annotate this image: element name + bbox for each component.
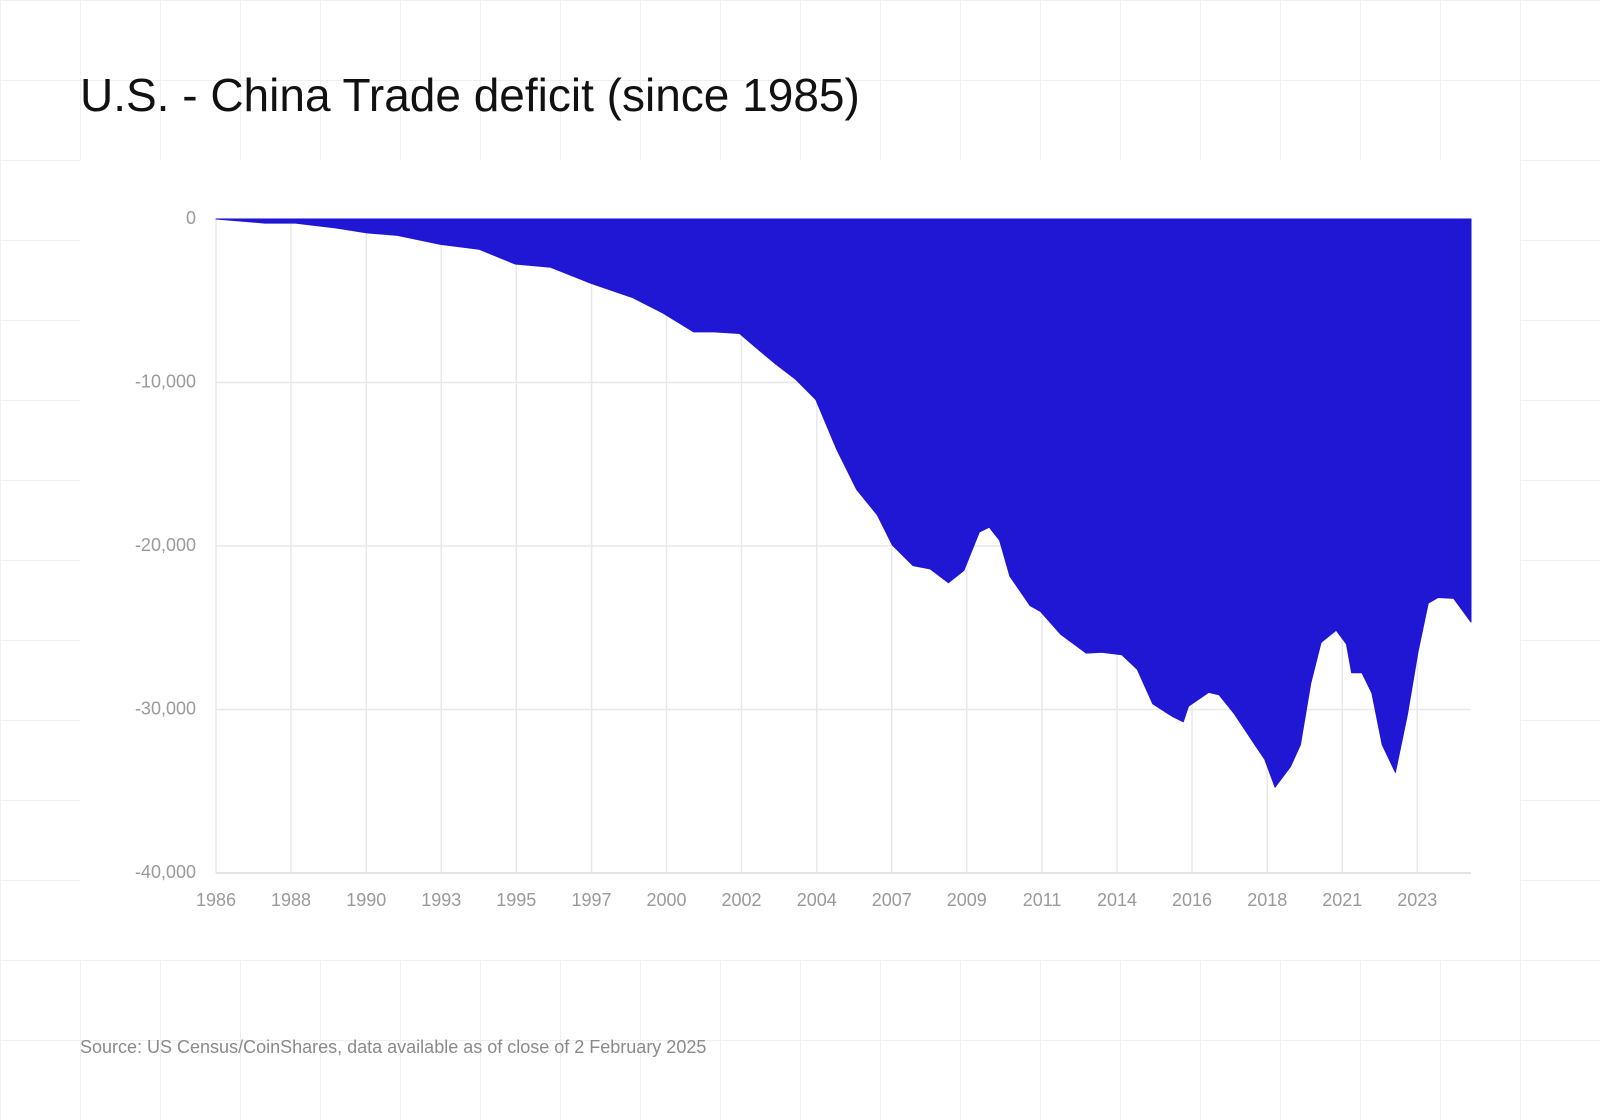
x-tick-label: 2002 <box>721 890 761 910</box>
x-tick-label: 2023 <box>1397 890 1437 910</box>
y-tick-label: -10,000 <box>135 371 196 391</box>
x-tick-label: 2009 <box>947 890 987 910</box>
x-tick-label: 2007 <box>872 890 912 910</box>
x-tick-label: 2011 <box>1023 890 1062 910</box>
x-tick-label: 1990 <box>346 890 386 910</box>
x-tick-label: 2018 <box>1247 890 1287 910</box>
x-tick-label: 2021 <box>1322 890 1362 910</box>
y-tick-label: 0 <box>186 208 196 228</box>
source-note: Source: US Census/CoinShares, data avail… <box>80 1037 706 1057</box>
y-tick-label: -30,000 <box>135 698 196 718</box>
area <box>215 218 1472 788</box>
x-tick-label: 2004 <box>797 890 837 910</box>
x-tick-label: 2016 <box>1172 890 1212 910</box>
x-tick-label: 1986 <box>196 890 236 910</box>
x-tick-label: 1997 <box>572 890 612 910</box>
x-tick-label: 2000 <box>646 890 686 910</box>
x-tick-label: 2014 <box>1097 890 1137 910</box>
y-tick-label: -40,000 <box>135 862 196 882</box>
x-tick-label: 1993 <box>421 890 461 910</box>
x-tick-label: 1988 <box>271 890 311 910</box>
y-tick-label: -20,000 <box>135 535 196 555</box>
x-tick-label: 1995 <box>496 890 536 910</box>
chart-title: U.S. - China Trade deficit (since 1985) <box>80 69 860 121</box>
